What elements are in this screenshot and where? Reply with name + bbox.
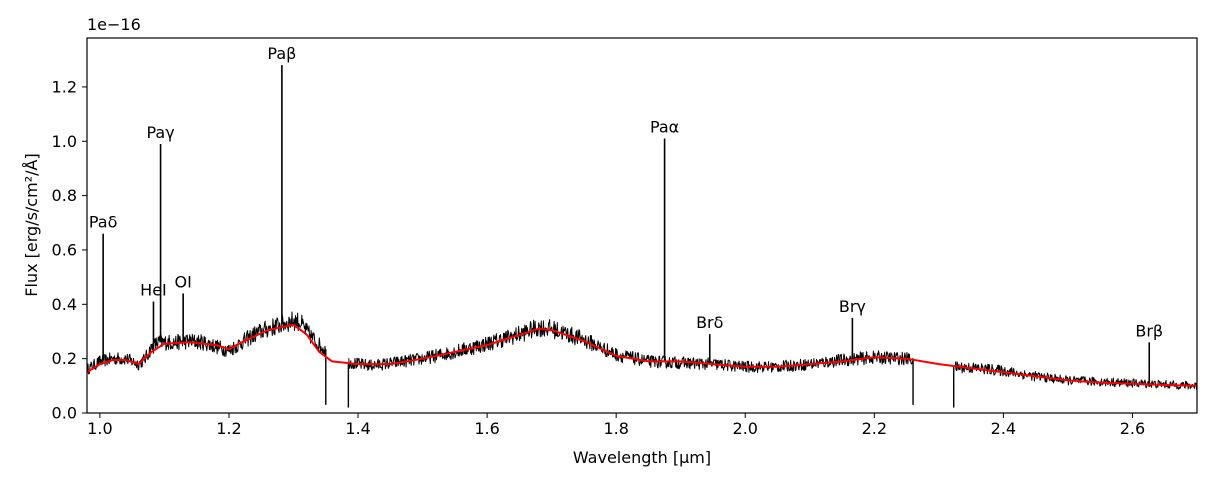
y-axis: 0.0 0.2 0.4 0.6 0.8 1.0 1.2: [52, 77, 87, 423]
y-tick-label: 0.4: [52, 295, 77, 314]
y-tick-label: 0.2: [52, 349, 77, 368]
line-label-pa: Paα: [650, 118, 679, 137]
x-axis: 1.0 1.2 1.4 1.6 1.8 2.0 2.2 2.4 2.6: [87, 413, 1145, 438]
y-tick-label: 1.2: [52, 77, 77, 96]
y-tick-label: 0.0: [52, 404, 77, 423]
x-tick-label: 1.8: [603, 419, 628, 438]
y-axis-label: Flux [erg/s/cm²/Å]: [22, 153, 41, 296]
x-tick-label: 1.6: [474, 419, 499, 438]
x-tick-label: 1.4: [345, 419, 370, 438]
plot-area: [86, 65, 1198, 408]
y-tick-label: 0.8: [52, 186, 77, 205]
line-label-br: Brβ: [1135, 321, 1163, 340]
line-label-pa: Paγ: [146, 123, 174, 142]
y-scale-offset-label: 1e−16: [87, 15, 141, 34]
continuum-fit-line: [86, 323, 1198, 387]
line-label-hei: HeI: [140, 281, 167, 300]
x-tick-label: 2.0: [733, 419, 758, 438]
line-label-oi: OI: [175, 272, 192, 291]
line-label-pa: Paδ: [89, 213, 118, 232]
line-label-br: Brγ: [839, 297, 866, 316]
x-tick-label: 2.6: [1120, 419, 1145, 438]
x-axis-label: Wavelength [μm]: [573, 448, 711, 467]
line-label-br: Brδ: [696, 313, 723, 332]
emission-line-labels: Paδ HeI Paγ OI Paβ Paα Brδ Brγ Brβ: [89, 44, 1163, 340]
x-tick-label: 1.0: [87, 419, 112, 438]
x-tick-label: 1.2: [216, 419, 241, 438]
x-tick-label: 2.4: [991, 419, 1016, 438]
axes-frame: [86, 37, 1198, 414]
y-tick-label: 0.6: [52, 240, 77, 259]
line-label-pa: Paβ: [267, 44, 296, 63]
y-tick-label: 1.0: [52, 132, 77, 151]
x-tick-label: 2.2: [862, 419, 887, 438]
